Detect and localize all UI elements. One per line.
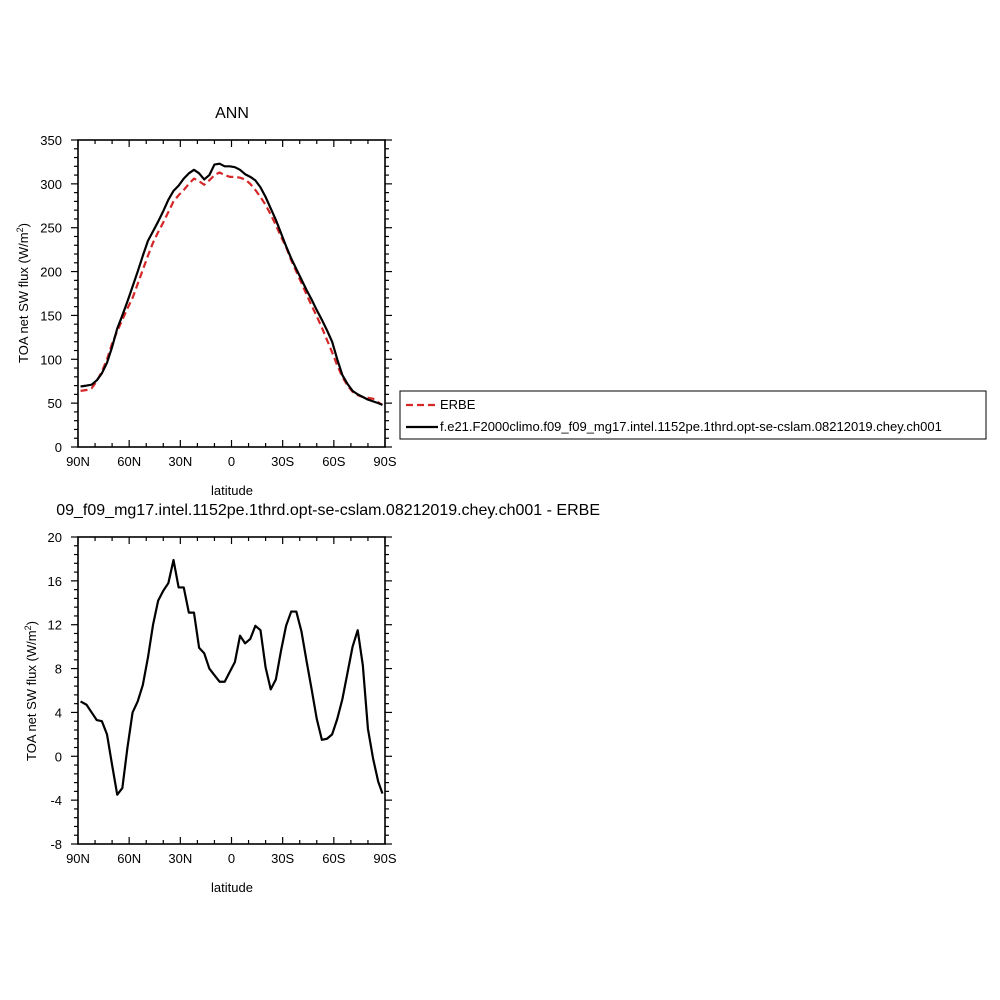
bottom-y-tick-label: -4 — [50, 793, 62, 808]
top-y-tick-label: 300 — [40, 177, 62, 192]
bottom-x-tick-label: 0 — [228, 851, 235, 866]
top-y-tick-label: 150 — [40, 308, 62, 323]
top-y-tick-label: 0 — [55, 440, 62, 455]
bottom-x-tick-label: 90S — [373, 851, 396, 866]
top-x-tick-label: 0 — [228, 454, 235, 469]
bottom-y-axis-label-close: ) — [24, 621, 39, 625]
top-series-line-2 — [80, 162, 383, 406]
legend-label-erbe: ERBE — [440, 397, 476, 412]
bottom-y-tick-label: -8 — [50, 837, 62, 852]
bottom-panel: 09_f09_mg17.intel.1152pe.1thrd.opt-se-cs… — [23, 502, 600, 895]
bottom-y-tick-label: 12 — [48, 618, 62, 633]
bottom-x-tick-label: 30N — [168, 851, 192, 866]
bottom-y-ticks: -8 -4 0 4 8 12 16 20 — [48, 530, 392, 852]
top-y-tick-label: 200 — [40, 265, 62, 280]
top-series-lines — [80, 162, 384, 406]
top-x-tick-label: 30S — [271, 454, 294, 469]
top-panel: ANN 90N 60N 30N 0 30S 60S 90S 0 50 100 150 200 250 3… — [15, 105, 397, 498]
bottom-series-lines — [80, 558, 384, 796]
top-x-tick-label: 30N — [168, 454, 192, 469]
top-x-axis-label: latitude — [211, 483, 253, 498]
bottom-y-tick-label: 4 — [55, 705, 62, 720]
top-y-tick-label: 350 — [40, 133, 62, 148]
top-y-tick-label: 100 — [40, 352, 62, 367]
top-x-ticks: 90N 60N 30N 0 30S 60S 90S — [66, 140, 397, 469]
top-y-tick-label: 250 — [40, 221, 62, 236]
bottom-x-tick-label: 60S — [322, 851, 345, 866]
top-x-tick-label: 90S — [373, 454, 396, 469]
bottom-x-ticks: 90N 60N 30N 0 30S 60S 90S — [66, 537, 397, 866]
top-y-axis-label: TOA net SW flux (W/m2) — [15, 223, 31, 363]
top-y-axis-label-main: TOA net SW flux (W/m — [16, 232, 31, 363]
bottom-y-axis-label-sup: 2 — [23, 625, 33, 630]
legend: ERBE f.e21.F2000climo.f09_f09_mg17.intel… — [399, 390, 987, 440]
legend-box — [399, 390, 987, 440]
bottom-series-line-1 — [80, 558, 384, 796]
top-x-tick-label: 60N — [117, 454, 141, 469]
top-plot-frame — [77, 139, 386, 448]
bottom-x-tick-label: 60N — [117, 851, 141, 866]
bottom-y-axis-label: TOA net SW flux (W/m2) — [23, 621, 39, 761]
bottom-chart-title: 09_f09_mg17.intel.1152pe.1thrd.opt-se-cs… — [56, 502, 600, 519]
bottom-x-tick-label: 30S — [271, 851, 294, 866]
top-chart-title: ANN — [215, 105, 249, 122]
legend-label-model: f.e21.F2000climo.f09_f09_mg17.intel.1152… — [440, 419, 942, 434]
top-y-ticks: 0 50 100 150 200 250 300 350 — [40, 133, 392, 455]
bottom-y-tick-label: 16 — [48, 574, 62, 589]
bottom-x-axis-label: latitude — [211, 880, 253, 895]
top-series-line-1 — [80, 171, 384, 406]
bottom-y-tick-label: 8 — [55, 662, 62, 677]
bottom-x-tick-label: 90N — [66, 851, 90, 866]
top-x-tick-label: 90N — [66, 454, 90, 469]
top-y-tick-label: 50 — [48, 396, 62, 411]
bottom-y-axis-label-main: TOA net SW flux (W/m — [24, 630, 39, 761]
bottom-y-tick-label: 0 — [55, 749, 62, 764]
top-x-tick-label: 60S — [322, 454, 345, 469]
bottom-plot-frame — [77, 536, 386, 845]
bottom-y-tick-label: 20 — [48, 530, 62, 545]
top-y-axis-label-close: ) — [16, 223, 31, 227]
top-y-axis-label-sup: 2 — [15, 227, 25, 232]
